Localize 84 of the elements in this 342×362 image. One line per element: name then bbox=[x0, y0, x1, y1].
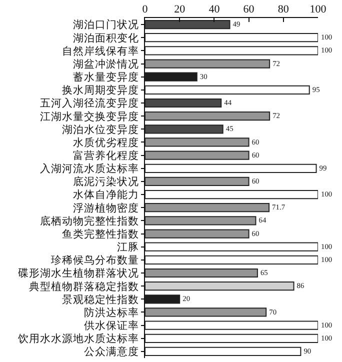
data-label: 65 bbox=[260, 268, 268, 278]
bar bbox=[145, 255, 318, 264]
data-label: 100 bbox=[321, 190, 332, 199]
data-label: 45 bbox=[226, 124, 234, 134]
data-label: 72 bbox=[272, 58, 280, 68]
y-tick-label: 湖泊口门状况 bbox=[72, 18, 139, 32]
y-tick-label: 供水保证率 bbox=[84, 318, 139, 332]
data-label: 49 bbox=[232, 20, 240, 29]
y-tick-label: 碟形湖水生植物群落状况 bbox=[18, 266, 139, 280]
y-tick-label: 珍稀候鸟分布数量 bbox=[50, 254, 139, 267]
y-tick-label: 换水周期变异度 bbox=[62, 84, 139, 97]
y-tick-label: 湖泊面积变化 bbox=[72, 31, 139, 44]
data-label: 100 bbox=[321, 32, 332, 42]
bar bbox=[145, 216, 256, 226]
y-tick-label: 五河入湖径流变异度 bbox=[40, 96, 139, 110]
data-label: 100 bbox=[321, 46, 332, 55]
y-tick-label: 江豚 bbox=[116, 242, 139, 254]
bar bbox=[145, 72, 198, 82]
bar bbox=[145, 46, 318, 56]
bar bbox=[145, 190, 318, 200]
y-tick-label: 底栖动物完整性指数 bbox=[40, 214, 139, 228]
bar bbox=[145, 282, 294, 291]
bar bbox=[145, 85, 310, 94]
data-label: 100 bbox=[321, 333, 332, 342]
y-tick-label: 湖泊水位变异度 bbox=[62, 122, 139, 136]
data-label: 95 bbox=[312, 84, 320, 94]
data-label: 60 bbox=[252, 150, 260, 160]
bar bbox=[145, 20, 230, 30]
data-label: 71.7 bbox=[272, 202, 286, 212]
x-tick-label: 100 bbox=[310, 4, 327, 16]
y-tick-label: 江湖水量交换变异度 bbox=[40, 110, 139, 123]
data-label: 20 bbox=[182, 294, 190, 304]
bar bbox=[145, 124, 224, 134]
bar bbox=[145, 138, 250, 147]
y-tick-label: 防洪达标率 bbox=[84, 306, 139, 319]
data-label: 60 bbox=[252, 137, 260, 146]
bar bbox=[145, 268, 258, 278]
bar bbox=[145, 112, 270, 121]
bar bbox=[145, 294, 180, 304]
bar bbox=[145, 59, 270, 68]
bar bbox=[145, 176, 250, 186]
bar bbox=[145, 320, 318, 330]
bar bbox=[145, 203, 270, 212]
data-label: 60 bbox=[252, 228, 260, 238]
y-tick-label: 浮游植物密度 bbox=[72, 201, 139, 214]
y-tick-label: 水体自净能力 bbox=[72, 188, 139, 202]
y-tick-label: 饮用水水源地水质达标率 bbox=[16, 332, 139, 346]
bar bbox=[145, 150, 250, 160]
bar bbox=[145, 242, 318, 252]
bar bbox=[145, 308, 267, 317]
data-label: 86 bbox=[296, 281, 304, 290]
bar bbox=[145, 346, 302, 356]
x-tick-label: 80 bbox=[278, 4, 290, 16]
bar bbox=[145, 33, 318, 42]
bar bbox=[145, 98, 222, 108]
data-label: 70 bbox=[269, 307, 277, 316]
data-label: 99 bbox=[319, 163, 327, 172]
y-tick-label: 景观稳定性指数 bbox=[62, 292, 139, 306]
x-tick-label: 20 bbox=[174, 4, 186, 16]
y-tick-label: 鱼类完整性指数 bbox=[62, 227, 139, 240]
y-tick-label: 公众满意度 bbox=[84, 345, 139, 358]
data-label: 72 bbox=[272, 111, 280, 120]
data-label: 64 bbox=[258, 216, 266, 225]
y-tick-label: 水质优劣程度 bbox=[72, 136, 139, 149]
bar bbox=[145, 229, 250, 238]
data-label: 60 bbox=[252, 176, 260, 186]
data-label: 100 bbox=[321, 254, 332, 264]
y-tick-label: 底泥污染状况 bbox=[72, 175, 139, 188]
y-tick-label: 典型植物群落稳定指数 bbox=[28, 280, 139, 293]
bar bbox=[145, 334, 318, 343]
bar bbox=[145, 164, 317, 173]
x-tick-label: 60 bbox=[243, 4, 255, 16]
x-tick-label: 0 bbox=[142, 4, 148, 16]
data-label: 100 bbox=[321, 320, 332, 330]
y-tick-label: 自然岸线保有率 bbox=[62, 44, 139, 58]
data-label: 100 bbox=[321, 242, 332, 251]
x-tick-label: 40 bbox=[208, 4, 220, 16]
y-tick-label: 湖盆冲淤情况 bbox=[72, 57, 139, 70]
y-tick-label: 富营养化程度 bbox=[72, 148, 139, 162]
data-label: 30 bbox=[200, 72, 208, 81]
data-label: 90 bbox=[304, 346, 312, 356]
data-label: 44 bbox=[224, 98, 232, 108]
y-tick-label: 蓄水量变异度 bbox=[72, 70, 139, 84]
y-tick-label: 入湖河流水质达标率 bbox=[40, 162, 139, 176]
